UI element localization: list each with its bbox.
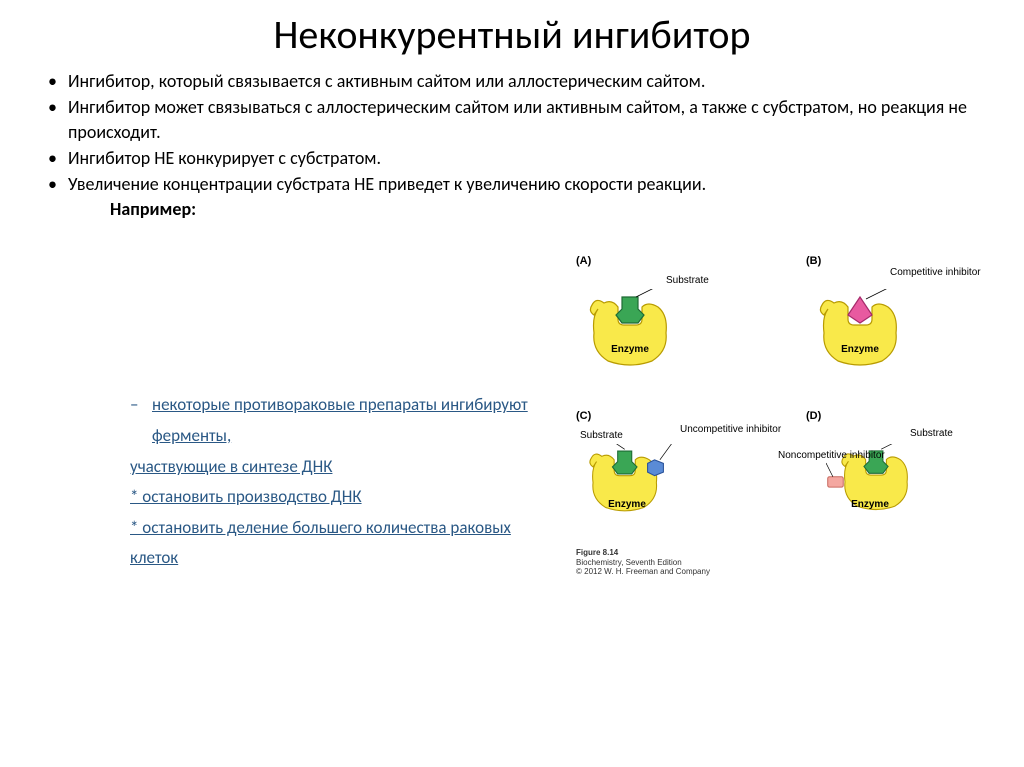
enzyme-label: Enzyme	[586, 344, 674, 355]
panel-label-d: (D)	[806, 410, 821, 422]
substrate-label: Substrate	[580, 430, 623, 441]
bullet-list: Ингибитор, который связывается с активны…	[40, 69, 984, 196]
figure-caption: Figure 8.14 Biochemistry, Seventh Editio…	[576, 548, 710, 577]
example-line: клеток	[130, 543, 590, 574]
example-line: * остановить деление большего количества…	[130, 513, 590, 544]
example-block: некоторые противораковые препараты ингиб…	[130, 390, 590, 574]
noncompetitive-label: Noncompetitive inhibitor	[778, 450, 885, 461]
bullet-item: Ингибитор НЕ конкурирует с субстратом.	[40, 146, 984, 170]
example-line: некоторые противораковые препараты ингиб…	[130, 390, 590, 451]
enzyme-label: Enzyme	[826, 499, 914, 510]
bullet-item: Увеличение концентрации субстрата НЕ при…	[40, 172, 984, 196]
competitive-label: Competitive inhibitor	[890, 267, 981, 278]
bullet-item: Ингибитор может связываться с аллостерич…	[40, 95, 984, 144]
example-line: участвующие в синтезе ДНК	[130, 452, 590, 483]
uncompetitive-label: Uncompetitive inhibitor	[680, 424, 781, 435]
panel-label-a: (A)	[576, 255, 591, 267]
example-line: * остановить производство ДНК	[130, 482, 590, 513]
enzyme-shape	[586, 289, 674, 367]
slide-title: Неконкурентный ингибитор	[40, 10, 984, 59]
enzyme-label: Enzyme	[580, 499, 674, 510]
panel-label-b: (B)	[806, 255, 821, 267]
panel-label-c: (C)	[576, 410, 591, 422]
inhibitor-diagram: (A) Enzyme Substrate (B) Enzyme Compet	[576, 255, 996, 575]
bullet-item: Ингибитор, который связывается с активны…	[40, 69, 984, 93]
substrate-label: Substrate	[910, 428, 953, 439]
example-heading: Например:	[110, 198, 984, 220]
enzyme-shape	[816, 289, 904, 367]
substrate-label: Substrate	[666, 275, 709, 286]
enzyme-label: Enzyme	[816, 344, 904, 355]
